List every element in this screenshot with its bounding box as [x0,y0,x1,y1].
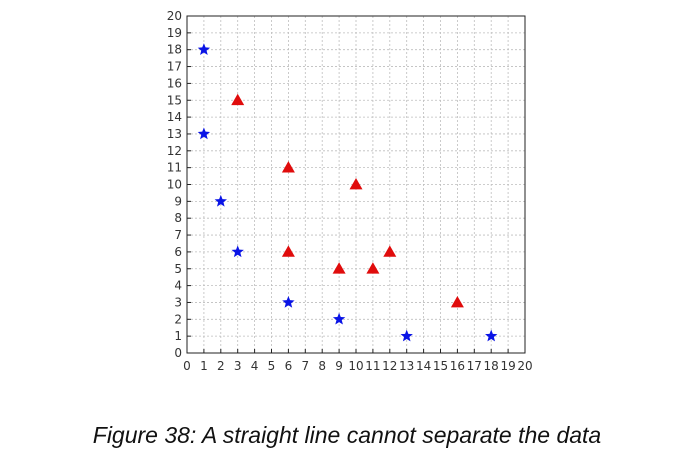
y-tick-label: 20 [167,9,182,23]
x-tick-label: 14 [416,359,431,373]
y-tick-label: 4 [174,279,182,293]
y-tick-label: 19 [167,26,182,40]
x-tick-label: 7 [301,359,309,373]
triangle-point [450,295,464,308]
star-point [197,127,211,140]
x-tick-label: 5 [268,359,276,373]
x-tick-label: 10 [348,359,363,373]
star-point [485,329,498,342]
y-tick-label: 2 [174,312,182,326]
triangle-point [281,245,295,257]
grid [187,16,525,353]
x-tick-label: 17 [467,359,482,373]
x-tick-label: 8 [318,359,326,373]
y-tick-label: 1 [174,329,182,343]
star-point [214,194,227,207]
y-tick-label: 18 [167,43,182,57]
triangle-point [281,161,295,173]
x-tick-label: 1 [200,359,208,373]
x-tick-label: 15 [433,359,448,373]
x-tick-label: 4 [251,359,259,373]
axis-ticks: 0 1 2 3 4 5 6 7 8 9 10 11 12 13 14 15 16 17 18 19 2001234567… [167,9,533,373]
y-tick-label: 5 [174,262,182,276]
triangle-point [383,245,397,257]
data-points [197,43,498,342]
figure-caption: Figure 38: A straight line cannot separa… [92,422,602,448]
x-tick-label: 9 [335,359,343,373]
x-tick-label: 6 [285,359,293,373]
triangle-point [332,262,346,274]
x-tick-label: 13 [399,359,414,373]
x-tick-label: 3 [234,359,242,373]
y-tick-label: 0 [174,346,182,360]
star-point [231,245,244,258]
star-point [400,329,413,342]
y-tick-label: 9 [174,194,182,208]
y-tick-label: 6 [174,245,182,259]
y-tick-label: 12 [167,144,182,158]
y-tick-label: 8 [174,211,182,225]
x-tick-label: 12 [382,359,397,373]
y-tick-label: 3 [174,295,182,309]
x-tick-label: 18 [484,359,499,373]
star-point [282,295,295,308]
y-tick-label: 11 [167,161,182,175]
y-tick-label: 13 [167,127,182,141]
triangle-point [231,93,245,106]
triangle-point [349,178,363,190]
y-tick-label: 16 [167,76,182,90]
x-tick-label: 2 [217,359,225,373]
x-tick-label: 16 [450,359,465,373]
star-point [332,312,346,325]
x-tick-label: 11 [365,359,380,373]
triangle-point [366,262,380,274]
y-tick-label: 14 [167,110,182,124]
x-tick-label: 20 [517,359,532,373]
x-tick-label: 0 [183,359,191,373]
y-tick-label: 10 [167,178,182,192]
y-tick-label: 7 [174,228,182,242]
x-tick-label: 19 [500,359,515,373]
y-tick-label: 15 [167,93,182,107]
y-tick-label: 17 [167,60,182,74]
star-point [197,43,211,55]
